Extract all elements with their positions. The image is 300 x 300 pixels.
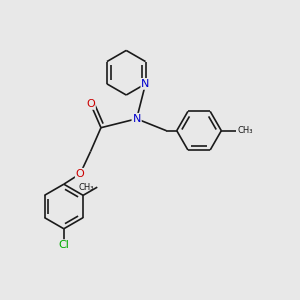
Text: N: N (132, 114, 141, 124)
Text: CH₃: CH₃ (238, 126, 253, 135)
Text: Cl: Cl (58, 240, 69, 250)
Text: O: O (76, 169, 85, 179)
Text: CH₃: CH₃ (78, 183, 94, 192)
Text: N: N (141, 79, 150, 89)
Text: O: O (86, 99, 95, 109)
